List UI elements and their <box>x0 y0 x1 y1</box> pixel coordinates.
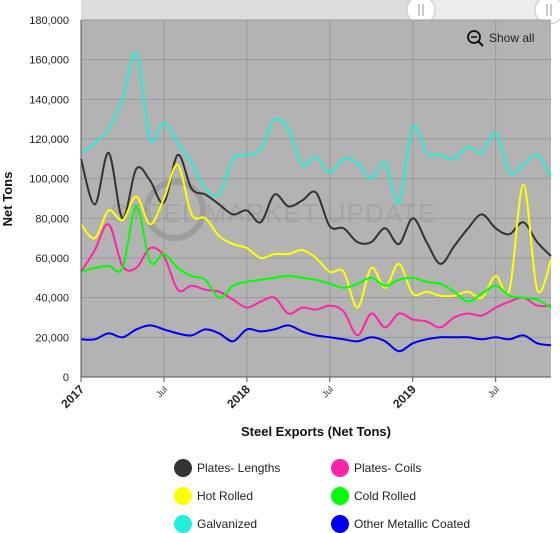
legend-item[interactable]: Plates- Lengths <box>174 459 280 477</box>
legend-item[interactable]: Other Metallic Coated <box>331 515 470 533</box>
y-tick-label: 80,000 <box>35 213 69 225</box>
y-tick-label: 140,000 <box>29 94 69 106</box>
series-line-plates-lengths[interactable] <box>80 151 552 265</box>
legend: Plates- Lengths Plates- Coils Hot Rolled Co… <box>174 459 470 533</box>
legend-item[interactable]: Galvanized <box>174 515 257 533</box>
legend-label: Other Metallic Coated <box>354 517 470 531</box>
series-line-hot-rolled[interactable] <box>80 163 552 309</box>
zoom-out-icon <box>467 30 484 47</box>
legend-marker <box>331 487 349 505</box>
y-tick-label: 0 <box>63 372 69 384</box>
legend-item[interactable]: Cold Rolled <box>331 487 416 505</box>
legend-label: Hot Rolled <box>197 489 253 503</box>
series-line-cold-rolled[interactable] <box>80 205 552 309</box>
x-tick-label: Jul <box>154 384 169 399</box>
series-lines <box>80 52 552 353</box>
x-tick-label: Jul <box>486 384 501 399</box>
legend-marker <box>331 515 349 533</box>
y-axis-title: Net Tons <box>0 172 15 227</box>
legend-marker <box>174 515 192 533</box>
x-axis-ticks: 2017 Jul 2018 Jul 2019 Jul <box>58 377 501 411</box>
show-all-button[interactable]: Show all <box>462 27 546 49</box>
y-tick-label: 100,000 <box>29 174 69 186</box>
x-tick-label: Jul <box>320 384 335 399</box>
y-tick-label: 20,000 <box>35 332 69 344</box>
y-axis-ticks: 0 20,000 40,000 60,000 80,000 100,000 120,000 1… <box>29 15 69 384</box>
y-tick-label: 60,000 <box>35 253 69 265</box>
series-line-plates-coils[interactable] <box>80 223 552 337</box>
legend-label: Cold Rolled <box>354 489 416 503</box>
navigator-selection[interactable] <box>81 0 421 20</box>
grid-lines <box>81 19 551 377</box>
legend-marker <box>174 459 192 477</box>
y-tick-label: 120,000 <box>29 134 69 146</box>
x-tick-label: 2019 <box>390 382 419 411</box>
y-tick-label: 180,000 <box>29 15 69 27</box>
x-tick-label: 2018 <box>224 382 253 411</box>
legend-item[interactable]: Hot Rolled <box>174 487 253 505</box>
y-tick-label: 40,000 <box>35 293 69 305</box>
legend-label: Plates- Lengths <box>197 461 280 475</box>
legend-marker <box>331 459 349 477</box>
show-all-label: Show all <box>489 31 534 45</box>
legend-label: Plates- Coils <box>354 461 421 475</box>
y-tick-label: 160,000 <box>29 55 69 67</box>
legend-marker <box>174 487 192 505</box>
x-tick-label: 2017 <box>58 382 87 411</box>
series-line-galvanized[interactable] <box>80 52 552 204</box>
series-line-other-metallic-coated[interactable] <box>80 324 552 353</box>
legend-item[interactable]: Plates- Coils <box>331 459 421 477</box>
x-axis-title: Steel Exports (Net Tons) <box>241 424 391 439</box>
legend-label: Galvanized <box>197 517 257 531</box>
